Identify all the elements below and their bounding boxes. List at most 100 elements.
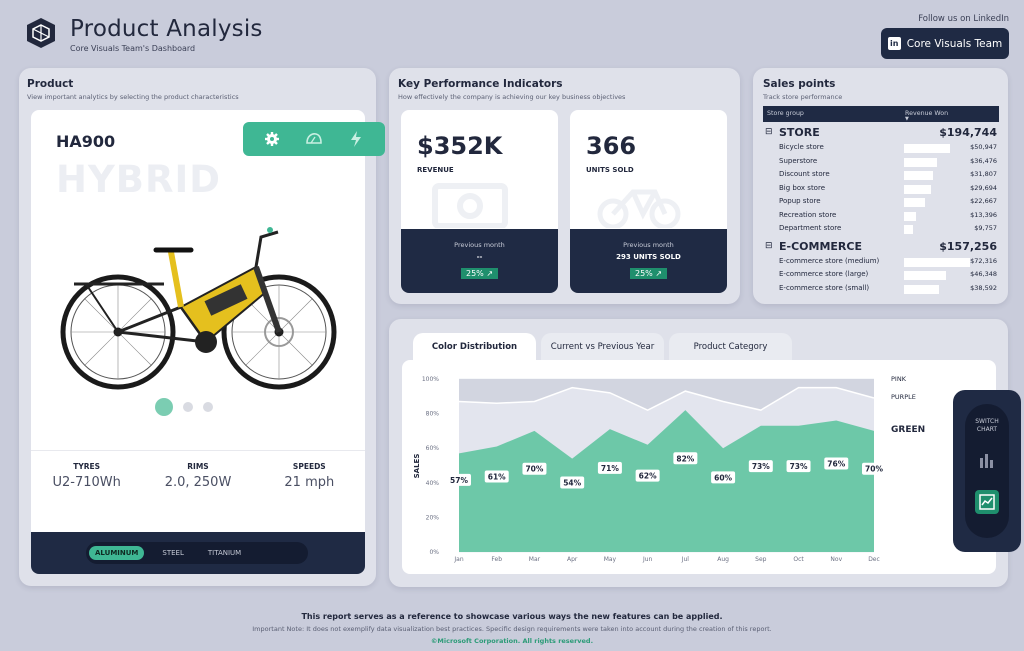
kpi-label: UNITS SOLD — [586, 166, 634, 174]
kpi-change-value: 25% — [634, 269, 653, 278]
kpi-panel-description: How effectively the company is achieving… — [398, 93, 626, 101]
store-name: Department store — [779, 224, 842, 232]
kpi-value: 366 — [586, 132, 637, 160]
collapse-icon[interactable]: ⊟ — [765, 127, 773, 137]
data-label: 71% — [601, 464, 619, 473]
bicycle-icon — [597, 189, 681, 228]
kpi-card-units: 366 UNITS SOLD Previous month 293 UNITS … — [570, 110, 727, 293]
store-revenue: $22,667 — [970, 197, 997, 205]
material-bar: ALUMINUM STEEL TITANIUM — [31, 532, 365, 574]
sales-row[interactable]: Bicycle store $50,947 — [763, 143, 999, 156]
carousel-dot-1[interactable] — [155, 398, 173, 416]
sales-row[interactable]: Popup store $22,667 — [763, 197, 999, 210]
revenue-bar — [904, 271, 946, 280]
sales-row[interactable]: Recreation store $13,396 — [763, 211, 999, 224]
tab-color-distribution[interactable]: Color Distribution — [413, 333, 536, 361]
sort-desc-icon[interactable]: ▼ — [905, 116, 909, 122]
kpi-prev-label: Previous month — [454, 241, 505, 249]
store-name: Recreation store — [779, 210, 837, 219]
store-name: Discount store — [779, 170, 830, 178]
data-label: 54% — [563, 479, 581, 488]
carousel-dot-3[interactable] — [203, 402, 213, 412]
tab-current-vs-previous-year[interactable]: Current vs Previous Year — [541, 333, 664, 361]
material-aluminum[interactable]: ALUMINUM — [89, 546, 145, 560]
store-revenue: $72,316 — [970, 256, 997, 265]
sales-table-header: Store group Revenue Won ▼ — [763, 106, 999, 122]
store-name: E-commerce store (large) — [779, 270, 869, 278]
product-icon-tabs — [243, 122, 385, 156]
y-axis-label: SALES — [413, 454, 421, 479]
store-name: E-commerce store (medium) — [779, 256, 880, 265]
collapse-icon[interactable]: ⊟ — [765, 240, 773, 251]
kpi-change-badge: 25% ↗ — [629, 268, 668, 279]
data-label: 70% — [865, 465, 883, 474]
store-revenue: $29,694 — [970, 183, 997, 192]
store-revenue: $13,396 — [970, 210, 997, 219]
helmet-icon[interactable] — [303, 128, 325, 150]
area-chart-icon[interactable] — [975, 490, 999, 514]
data-label: 57% — [450, 476, 468, 485]
x-tick-label: Nov — [830, 556, 842, 563]
product-panel-title: Product — [27, 78, 74, 90]
area-green — [459, 410, 874, 552]
spec-speeds: SPEEDS 21 mph — [254, 451, 365, 530]
gear-icon[interactable] — [261, 128, 283, 150]
legend-label-purple: PURPLE — [891, 393, 916, 401]
store-revenue: $46,348 — [970, 270, 997, 278]
footer-copyright: ©Microsoft Corporation. All rights reser… — [430, 637, 594, 645]
kpi-card-revenue: $352K REVENUE Previous month -- 25% ↗ — [401, 110, 558, 293]
data-label: 61% — [488, 472, 506, 481]
column-header-store-group[interactable]: Store group — [767, 110, 804, 117]
sales-row[interactable]: Big box store $29,694 — [763, 184, 999, 197]
sales-row[interactable]: Superstore $36,476 — [763, 157, 999, 170]
data-label-box — [824, 457, 849, 470]
sales-row[interactable]: E-commerce store (medium) $72,316 — [763, 257, 999, 270]
data-label-box — [711, 471, 736, 484]
arrow-up-right-icon: ↗ — [486, 269, 494, 278]
revenue-bar — [904, 257, 970, 267]
y-tick-label: 60% — [426, 445, 440, 452]
kpi-change-value: 25% — [465, 269, 484, 278]
carousel-dots — [155, 398, 213, 416]
sales-row[interactable]: E-commerce store (small) $38,592 — [763, 284, 999, 297]
area-chart: 0% 20% 40% 60% 80% 100% 57% 61% 70% 54% 71% 62% 82% 6… — [413, 375, 925, 563]
data-label-box — [635, 469, 660, 482]
product-panel-description: View important analytics by selecting th… — [27, 93, 239, 101]
switch-chart-panel: SWITCH CHART — [953, 390, 1021, 552]
sales-group-name: STORE — [779, 126, 820, 139]
linkedin-button[interactable]: in Core Visuals Team — [881, 28, 1009, 59]
sales-row[interactable]: Department store $9,757 — [763, 224, 999, 237]
store-name: E-commerce store (small) — [779, 283, 870, 292]
linkedin-icon: in — [887, 37, 901, 50]
sales-panel-description: Track store performance — [763, 93, 843, 101]
product-card: HA900 HYBRID — [31, 110, 365, 574]
tab-product-category[interactable]: Product Category — [669, 333, 792, 361]
kpi-prev-label: Previous month — [623, 241, 674, 249]
x-tick-label: May — [604, 556, 617, 563]
store-revenue: $31,807 — [970, 170, 997, 178]
column-chart-icon[interactable] — [980, 454, 994, 468]
sales-row[interactable]: Discount store $31,807 — [763, 170, 999, 183]
kpi-change-badge: 25% ↗ — [460, 268, 499, 279]
data-label: 60% — [714, 473, 732, 482]
data-label-box — [673, 452, 698, 465]
bolt-icon[interactable] — [345, 128, 367, 150]
store-name: Popup store — [779, 197, 821, 205]
material-titanium[interactable]: TITANIUM — [207, 549, 242, 557]
x-tick-label: Aug — [717, 556, 729, 563]
page-subtitle: Core Visuals Team's Dashboard — [70, 44, 196, 53]
product-type-watermark: HYBRID — [56, 158, 221, 201]
x-tick-label: Jan — [453, 556, 463, 563]
y-tick-label: 20% — [426, 514, 440, 521]
x-tick-label: Apr — [567, 556, 578, 563]
store-revenue: $50,947 — [970, 143, 997, 151]
sales-row[interactable]: E-commerce store (large) $46,348 — [763, 270, 999, 283]
switch-chart-pill: SWITCH CHART — [965, 404, 1009, 538]
revenue-bar — [904, 157, 937, 167]
product-model: HA900 — [56, 132, 116, 151]
arrow-up-right-icon: ↗ — [655, 269, 663, 278]
revenue-bar — [904, 225, 913, 234]
material-steel[interactable]: STEEL — [162, 549, 184, 557]
column-header-revenue[interactable]: Revenue Won — [905, 110, 949, 117]
carousel-dot-2[interactable] — [183, 402, 193, 412]
